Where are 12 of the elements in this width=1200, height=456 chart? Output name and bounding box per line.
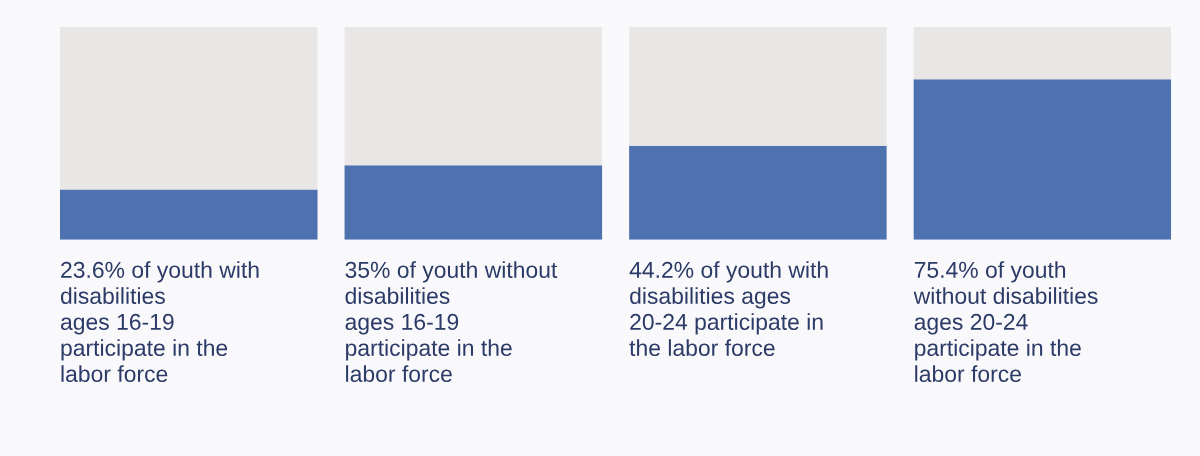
bar — [344, 165, 603, 240]
x-tick-label: 23.6% of youth with disabilities ages 16-19 participate in the labor force — [60, 261, 259, 383]
bar — [60, 26, 318, 190]
x-tick-label: 75.4% of youth without disabilities ages 20-24 participate in the labor force — [913, 261, 1098, 383]
bar — [629, 26, 887, 146]
bar — [913, 79, 1172, 240]
x-tick-label: 35% of youth without disabilities ages 16-19 participate in the labor force — [345, 261, 558, 383]
bar — [629, 145, 887, 240]
bar — [344, 26, 603, 166]
x-tick-label: 44.2% of youth with disabilities ages 20-24 participate in the labor force — [629, 261, 828, 357]
bar — [913, 26, 1172, 80]
bar — [60, 189, 318, 240]
